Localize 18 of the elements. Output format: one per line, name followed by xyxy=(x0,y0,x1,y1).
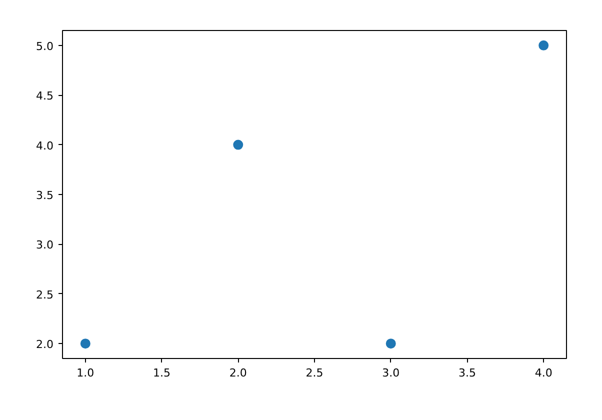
y-tick-label: 4.0 xyxy=(36,139,54,152)
x-tick-label: 1.0 xyxy=(76,366,94,380)
x-tick-label: 3.5 xyxy=(458,366,476,380)
x-tick-label: 3.0 xyxy=(382,366,400,380)
point xyxy=(80,338,90,349)
y-tick-label: 3.0 xyxy=(36,238,54,252)
point xyxy=(538,40,549,50)
point xyxy=(386,338,396,349)
point xyxy=(233,140,244,150)
y-tick-label: 2.0 xyxy=(36,338,54,352)
x-tick-label: 2.0 xyxy=(229,366,247,380)
x-tick-label: 1.5 xyxy=(153,366,171,380)
x-tick-label: 4.0 xyxy=(534,366,552,380)
x-tick-label: 2.5 xyxy=(306,366,324,380)
y-tick-label: 5.0 xyxy=(36,40,54,53)
y-tick-label: 4.5 xyxy=(36,90,54,103)
y-tick-label: 3.5 xyxy=(36,189,54,202)
y-tick-label: 2.5 xyxy=(36,288,54,302)
